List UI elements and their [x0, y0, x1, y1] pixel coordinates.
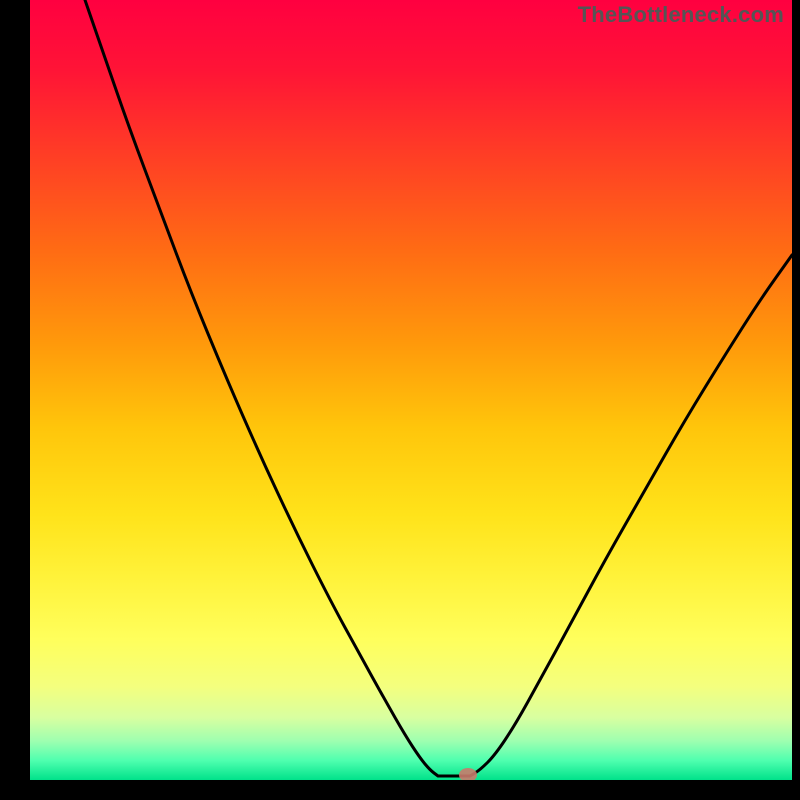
- gradient-background: [30, 0, 792, 780]
- frame-bottom: [0, 780, 800, 800]
- plot-area: [30, 0, 792, 780]
- watermark-text: TheBottleneck.com: [578, 2, 784, 28]
- chart-svg: [30, 0, 792, 780]
- frame-left: [0, 0, 30, 800]
- frame-right: [792, 0, 800, 800]
